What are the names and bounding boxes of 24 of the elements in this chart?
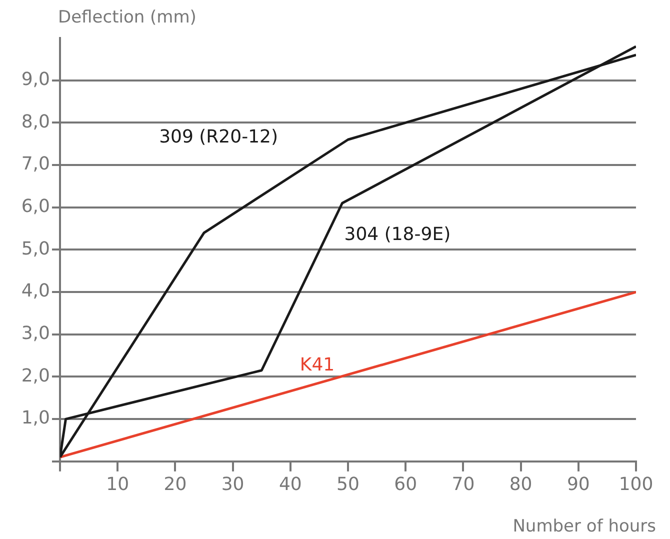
y-tick-label: 1,0 [21,408,50,429]
series-label: 309 (R20-12) [159,126,278,148]
x-tick-label: 70 [452,474,475,495]
y-axis-title: Deflection (mm) [58,7,196,28]
y-tick-label: 2,0 [21,365,50,386]
y-tick-label: 3,0 [21,323,50,344]
y-tick-label: 9,0 [21,69,50,90]
x-tick-label: 30 [221,474,244,495]
series-label: K41 [300,354,335,376]
x-tick-label: 90 [566,474,590,495]
x-tick-label: 20 [164,474,187,495]
series-label: 304 (18-9E) [344,224,451,245]
x-tick-label: 60 [394,474,418,495]
x-tick-label: 40 [278,474,302,495]
y-tick-label: 8,0 [21,111,50,132]
x-tick-label: 80 [509,474,532,495]
y-tick-label: 6,0 [21,196,50,218]
x-tick-label: 50 [336,474,360,495]
x-tick-label: 100 [618,474,654,495]
x-axis-title: Number of hours [512,516,656,536]
x-tick-label: 10 [106,474,130,495]
y-tick-label: 7,0 [21,154,50,175]
y-tick-label: 5,0 [21,238,50,260]
y-tick-label: 4,0 [21,280,50,302]
